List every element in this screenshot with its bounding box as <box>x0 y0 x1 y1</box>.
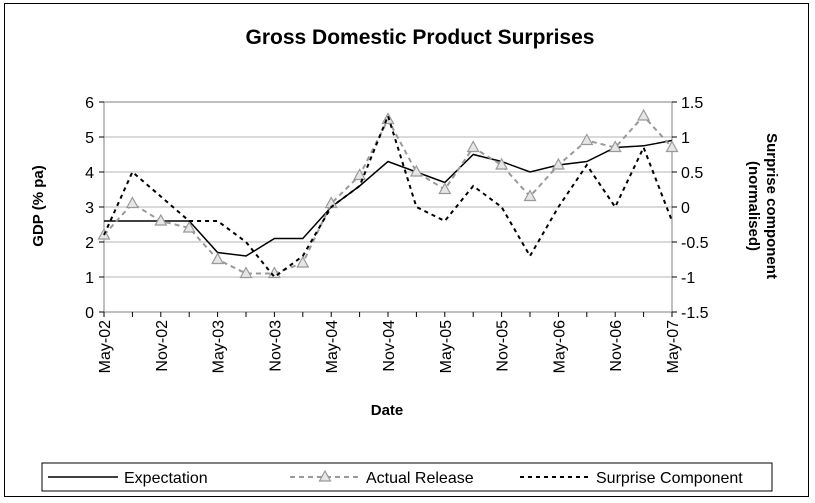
legend-label-actual-release: Actual Release <box>366 470 474 487</box>
x-tick-label: Nov-06 <box>608 320 625 372</box>
y-axis-label: GDP (% pa) <box>30 165 47 246</box>
data-point-actual-release <box>551 157 565 170</box>
y-tick-label: 0 <box>85 305 94 322</box>
legend-marker-actual-release <box>318 469 332 482</box>
y2-axis-label-line2: (normalised) <box>745 161 762 251</box>
data-point-actual-release <box>523 189 537 202</box>
data-point-actual-release <box>353 168 367 181</box>
data-point-actual-release <box>154 213 168 226</box>
legend: Expectation Actual Release Surprise Compon… <box>41 462 773 492</box>
legend-label-expectation: Expectation <box>124 470 208 487</box>
y2-tick-label: 1 <box>681 130 690 147</box>
y-tick-label: 1 <box>85 270 94 287</box>
x-tick-label: Nov-04 <box>381 320 398 372</box>
x-axis-label: Date <box>371 402 404 419</box>
x-tick-label: May-05 <box>438 320 455 373</box>
data-point-actual-release <box>239 266 253 279</box>
data-point-actual-release <box>466 140 480 153</box>
y-tick-label: 6 <box>85 95 94 112</box>
data-point-actual-release <box>409 164 423 177</box>
series-line-expectation <box>104 139 673 257</box>
y-tick-label: 4 <box>85 165 94 182</box>
y-tick-label: 2 <box>85 235 94 252</box>
x-tick-label: Nov-03 <box>267 320 284 372</box>
y2-tick-label: 1.5 <box>681 95 703 112</box>
y-tick-label: 3 <box>85 200 94 217</box>
x-tick-label: May-03 <box>211 320 228 373</box>
x-tick-label: May-07 <box>665 320 682 373</box>
data-point-actual-release <box>296 255 310 268</box>
data-point-actual-release <box>665 140 679 153</box>
data-point-actual-release <box>637 108 651 121</box>
legend-box <box>41 462 773 492</box>
data-point-actual-release <box>125 196 139 209</box>
y2-tick-label: -0.5 <box>681 235 709 252</box>
x-tick-label: Nov-05 <box>495 320 512 372</box>
y2-tick-label: 0 <box>681 200 690 217</box>
y2-tick-label: 0.5 <box>681 165 703 182</box>
data-point-actual-release <box>438 182 452 195</box>
data-point-actual-release <box>182 220 196 233</box>
y2-tick-label: -1.5 <box>681 305 709 322</box>
chart-frame <box>4 3 809 497</box>
legend-label-surprise-component: Surprise Component <box>596 470 743 487</box>
x-tick-label: May-04 <box>324 320 341 373</box>
data-point-actual-release <box>608 140 622 153</box>
series-line-surprise-component <box>103 113 673 279</box>
y2-axis-label-line1: Surprise component <box>763 133 780 279</box>
x-tick-label: May-02 <box>97 320 114 373</box>
chart-title: Gross Domestic Product Surprises <box>246 26 595 49</box>
x-tick-label: May-06 <box>551 320 568 373</box>
data-point-actual-release <box>211 252 225 265</box>
data-point-actual-release <box>495 157 509 170</box>
y-tick-label: 5 <box>85 130 94 147</box>
x-tick-label: Nov-02 <box>154 320 171 372</box>
data-point-actual-release <box>580 133 594 146</box>
y2-tick-label: -1 <box>681 270 695 287</box>
